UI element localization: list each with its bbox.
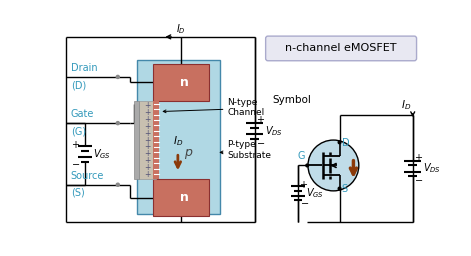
- Text: +: +: [300, 180, 308, 190]
- Text: $I_D$: $I_D$: [401, 99, 411, 112]
- Text: +: +: [145, 136, 151, 145]
- Text: +: +: [256, 115, 264, 125]
- Text: $I_D$: $I_D$: [176, 22, 185, 36]
- Text: +: +: [145, 150, 151, 158]
- Circle shape: [338, 141, 341, 144]
- Bar: [153, 64, 209, 101]
- Text: D: D: [342, 138, 349, 148]
- Text: $-$: $-$: [71, 158, 80, 168]
- Circle shape: [116, 122, 119, 125]
- Text: p: p: [184, 146, 192, 159]
- Bar: [134, 101, 139, 179]
- Text: +: +: [145, 122, 151, 131]
- Text: +: +: [145, 129, 151, 138]
- Text: +: +: [145, 163, 151, 172]
- Text: +: +: [145, 143, 151, 152]
- Bar: [139, 101, 156, 179]
- Text: n: n: [180, 191, 189, 204]
- Text: +: +: [145, 170, 151, 179]
- Text: +: +: [145, 115, 151, 124]
- Text: +: +: [145, 156, 151, 165]
- Text: +: +: [72, 140, 80, 150]
- Text: P-type
Substrate: P-type Substrate: [227, 140, 271, 160]
- Text: $I_D$: $I_D$: [173, 134, 183, 148]
- Circle shape: [116, 183, 119, 186]
- Text: +: +: [145, 108, 151, 117]
- Text: n: n: [180, 76, 189, 89]
- Circle shape: [308, 140, 359, 191]
- Text: $-$: $-$: [256, 137, 266, 147]
- Bar: [153, 179, 209, 216]
- Text: n-channel eMOSFET: n-channel eMOSFET: [285, 44, 397, 54]
- Text: +: +: [145, 101, 151, 110]
- Text: $V_{DS}$: $V_{DS}$: [423, 162, 441, 175]
- Text: Symbol: Symbol: [273, 95, 311, 105]
- Text: $V_{GS}$: $V_{GS}$: [93, 147, 111, 161]
- FancyBboxPatch shape: [266, 36, 416, 61]
- Text: (S): (S): [71, 188, 85, 198]
- Text: $V_{GS}$: $V_{GS}$: [306, 186, 324, 200]
- Bar: [153, 101, 159, 179]
- Text: (D): (D): [71, 80, 86, 90]
- Text: S: S: [342, 184, 348, 194]
- Text: Source: Source: [71, 171, 104, 181]
- Text: G: G: [297, 151, 305, 161]
- Text: Drain: Drain: [71, 63, 97, 73]
- Text: +: +: [414, 153, 422, 163]
- Text: Gate: Gate: [71, 109, 94, 119]
- Circle shape: [338, 187, 341, 190]
- Text: N-type
Channel: N-type Channel: [227, 98, 264, 118]
- Circle shape: [306, 164, 309, 167]
- Text: $-$: $-$: [300, 197, 309, 207]
- Circle shape: [116, 75, 119, 78]
- Text: $V_{DS}$: $V_{DS}$: [265, 124, 283, 138]
- Bar: [137, 60, 220, 214]
- Text: $-$: $-$: [414, 174, 423, 184]
- Text: (G): (G): [71, 126, 86, 136]
